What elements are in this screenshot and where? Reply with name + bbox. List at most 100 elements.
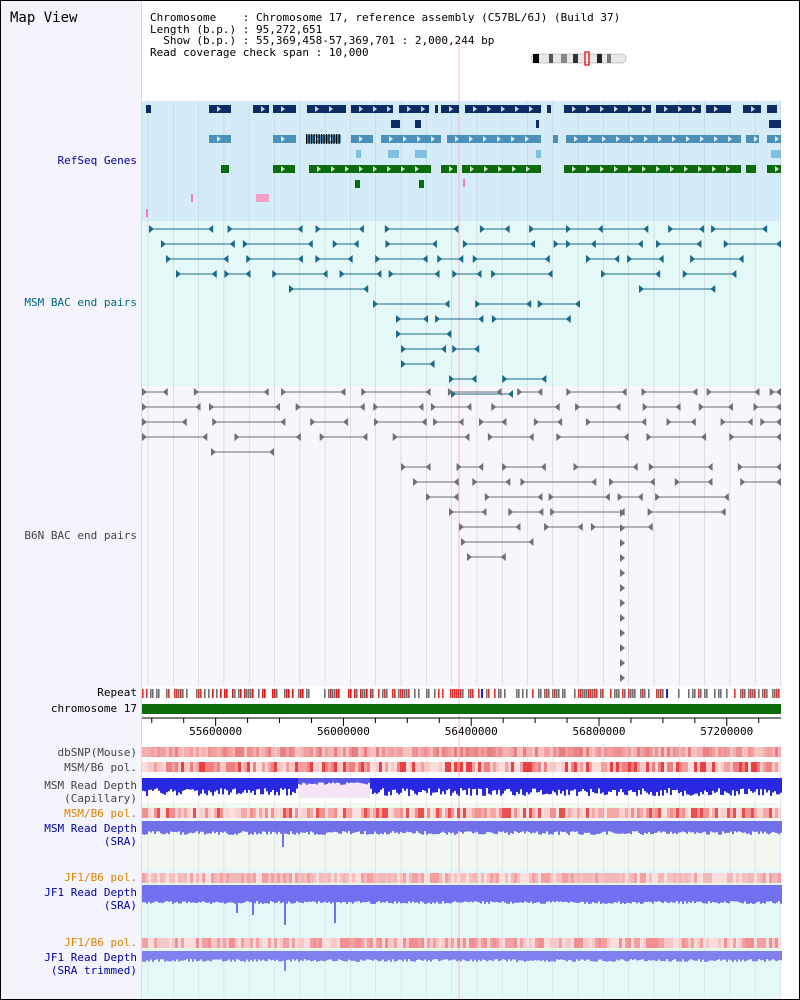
depth-bar — [612, 821, 614, 833]
repeat-element — [540, 689, 542, 698]
track-label-dbsnp[interactable]: dbSNP(Mouse) — [57, 746, 137, 759]
heat-cell — [157, 762, 160, 772]
track-label-msm-b6-pol-2[interactable]: MSM/B6 pol. — [64, 807, 137, 820]
chromosome-track[interactable] — [142, 704, 781, 714]
strand-arrow — [630, 136, 634, 142]
jf1-b6-pol-track-2[interactable] — [142, 938, 781, 948]
repeat-element — [456, 689, 458, 698]
track-label-jf1-b6-pol-1[interactable]: JF1/B6 pol. — [64, 871, 137, 884]
msm-b6-pol-track-2[interactable] — [142, 808, 781, 818]
bac-end-right — [727, 403, 733, 411]
heat-cell — [478, 808, 481, 818]
msm-depth-sra-track[interactable] — [142, 821, 782, 847]
jf1-depth-sra-track[interactable] — [142, 885, 782, 925]
depth-bar — [512, 778, 514, 795]
bac-end-left — [142, 433, 147, 441]
repeat-element — [772, 689, 774, 698]
depth-bar — [364, 821, 366, 832]
heat-cell — [487, 938, 490, 948]
heat-cell — [301, 808, 304, 818]
strand-arrow — [628, 166, 632, 172]
track-label-refseq-genes[interactable]: RefSeq Genes — [57, 154, 137, 167]
track-label-repeat[interactable]: Repeat — [97, 686, 137, 699]
track-label-b6n-bac[interactable]: B6N BAC end pairs — [24, 529, 137, 542]
heat-cell — [214, 747, 217, 757]
repeat-element — [552, 689, 554, 698]
heat-cell — [196, 938, 199, 948]
heat-cell — [505, 938, 508, 948]
bac-end-left — [142, 388, 147, 396]
strand-arrow — [498, 166, 502, 172]
depth-bar — [634, 821, 636, 832]
depth-bar — [752, 885, 754, 904]
depth-bar — [762, 821, 764, 834]
repeat-element — [564, 689, 566, 698]
heat-cell — [526, 747, 529, 757]
depth-bar — [624, 778, 626, 795]
repeat-element — [262, 689, 264, 698]
heat-cell — [754, 938, 757, 948]
depth-bar — [398, 885, 400, 902]
heat-cell — [496, 808, 499, 818]
depth-bar — [448, 778, 450, 789]
heat-cell — [469, 762, 472, 772]
msm-bac-pair-track-right[interactable] — [566, 225, 781, 293]
depth-bar — [752, 778, 754, 793]
depth-bar — [638, 951, 640, 961]
heat-cell — [583, 747, 586, 757]
repeat-element — [758, 689, 760, 698]
depth-bar — [622, 778, 624, 793]
msm-bac-pair-track[interactable] — [149, 225, 603, 398]
depth-bar — [430, 821, 432, 834]
repeat-element — [498, 689, 500, 698]
msm-depth-capillary-track[interactable] — [142, 778, 782, 798]
depth-bar — [250, 821, 252, 834]
repeat-element — [616, 689, 618, 698]
jf1-depth-trimmed-track[interactable] — [142, 951, 782, 971]
heat-cell — [517, 762, 520, 772]
depth-bar — [600, 821, 602, 834]
heat-cell — [394, 747, 397, 757]
depth-bar — [746, 885, 748, 904]
track-label-chromosome[interactable]: chromosome 17 — [50, 702, 137, 715]
heat-cell — [286, 873, 289, 883]
depth-bar — [280, 778, 282, 789]
track-label-msm-depth-sra[interactable]: MSM Read Depth (SRA) — [44, 822, 137, 848]
heat-cell — [256, 762, 259, 772]
heat-cell — [613, 808, 616, 818]
heat-cell — [439, 762, 442, 772]
dbsnp-track[interactable] — [142, 747, 781, 757]
depth-bar — [436, 778, 438, 793]
track-label-jf1-depth-trimmed[interactable]: JF1 Read Depth (SRA trimmed) — [44, 951, 137, 977]
track-label-msm-b6-pol-1[interactable]: MSM/B6 pol. — [64, 761, 137, 774]
refseq-gene-track[interactable] — [146, 105, 781, 217]
track-label-msm-depth-capillary[interactable]: MSM Read Depth (Capillary) — [44, 779, 137, 805]
repeat-element — [142, 689, 144, 698]
heat-cell — [346, 938, 349, 948]
heat-cell — [727, 873, 730, 883]
repeat-track[interactable] — [142, 689, 781, 698]
jf1-b6-pol-track-1[interactable] — [142, 873, 781, 883]
depth-bar — [510, 951, 512, 961]
track-label-jf1-depth-sra[interactable]: JF1 Read Depth (SRA) — [44, 886, 137, 912]
heat-cell — [703, 938, 706, 948]
heat-cell — [655, 938, 658, 948]
msm-b6-pol-track-1[interactable] — [142, 762, 781, 772]
bac-end-right — [474, 345, 480, 353]
chromosome-ideogram[interactable] — [530, 51, 627, 66]
heat-cell — [442, 762, 445, 772]
heat-cell — [712, 747, 715, 757]
heat-cell — [187, 808, 190, 818]
heat-cell — [313, 762, 316, 772]
coordinate-axis[interactable]: 55600000 56000000 56400000 56800000 57200000 — [142, 717, 781, 738]
b6n-bac-pair-track[interactable] — [142, 388, 781, 561]
track-label-msm-bac[interactable]: MSM BAC end pairs — [24, 296, 137, 309]
depth-bar — [448, 951, 450, 961]
bac-end-left — [433, 418, 439, 426]
track-label-jf1-b6-pol-2[interactable]: JF1/B6 pol. — [64, 936, 137, 949]
heat-cell — [406, 873, 409, 883]
heat-cell — [766, 808, 769, 818]
heat-cell — [730, 808, 733, 818]
depth-bar — [228, 951, 230, 960]
